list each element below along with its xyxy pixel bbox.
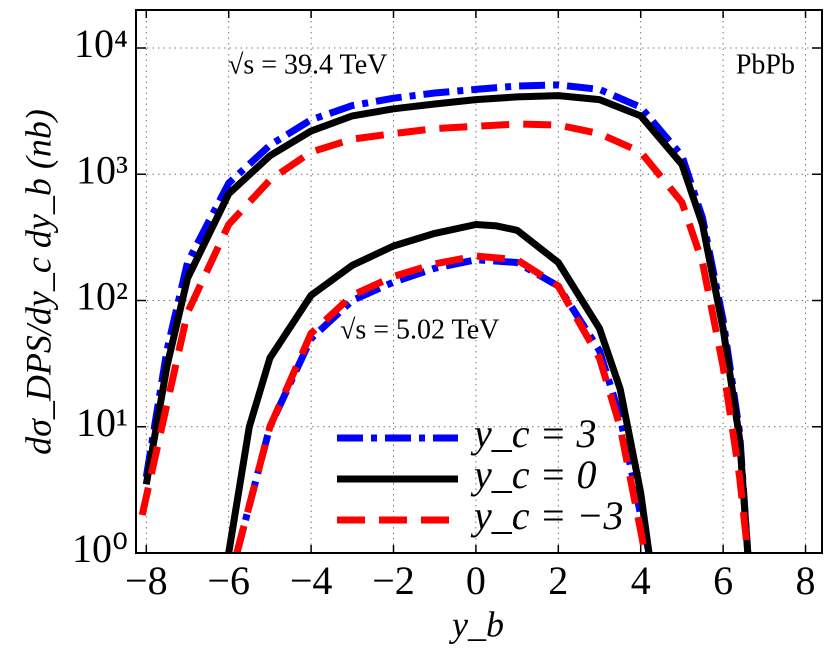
legend-label: y_c = 0	[470, 452, 597, 497]
y-tick-label: 10⁰	[72, 526, 128, 571]
x-tick-label: 6	[713, 558, 733, 603]
y-axis-label: dσ_DPS/dy_c dy_b (nb)	[18, 109, 58, 455]
y-tick-label: 10³	[76, 147, 128, 192]
x-tick-label: −2	[372, 558, 415, 603]
curves	[138, 81, 752, 553]
x-tick-label: 2	[548, 558, 568, 603]
annotation: √s = 39.4 TeV	[228, 49, 387, 80]
x-tick-label: −8	[125, 558, 168, 603]
x-tick-label: 0	[466, 558, 486, 603]
x-tick-label: 4	[631, 558, 651, 603]
y-tick-label: 10¹	[76, 400, 128, 445]
curve	[142, 92, 752, 553]
annotation: PbPb	[736, 49, 795, 80]
curve	[233, 252, 649, 553]
x-tick-label: 8	[796, 558, 816, 603]
x-tick-label: −6	[207, 558, 250, 603]
curve	[225, 221, 653, 553]
legend: y_c = 3y_c = 0y_c = −3	[337, 411, 624, 538]
annotation: √s = 5.02 TeV	[340, 314, 499, 345]
curve	[138, 120, 752, 553]
legend-label: y_c = 3	[470, 411, 597, 456]
plot-frame	[135, 9, 823, 554]
legend-label: y_c = −3	[470, 493, 624, 538]
grid: −8 −6 −4 −2 0 2 4 6 8 10⁰ 10¹ 10² 10³ 10⁴	[72, 10, 822, 603]
x-axis-label: y_b	[449, 604, 504, 644]
y-tick-label: 10²	[76, 274, 128, 319]
y-tick-label: 10⁴	[74, 21, 128, 66]
x-tick-label: −4	[290, 558, 333, 603]
